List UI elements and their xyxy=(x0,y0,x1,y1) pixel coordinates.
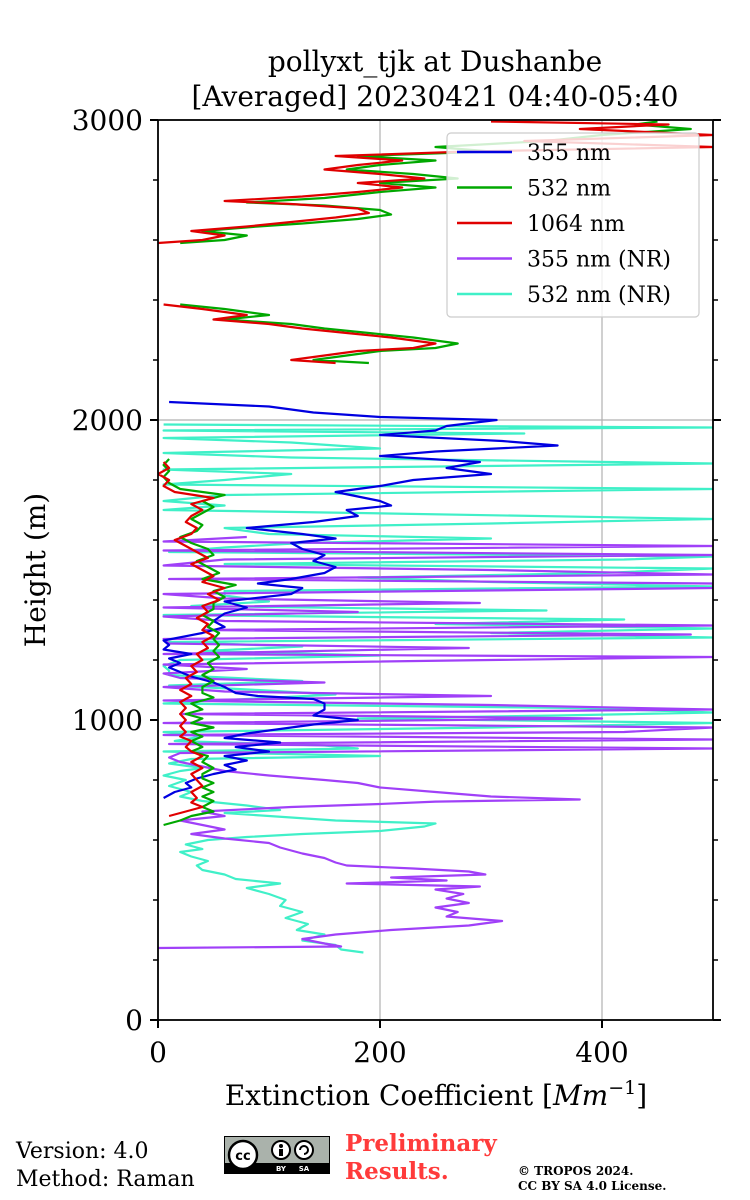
legend: 355 nm 532 nm 1064 nm 355 nm (NR) 532 nm (NR… xyxy=(446,132,700,318)
x-axis-label-text: Extinction Coefficient [ xyxy=(225,1079,553,1112)
x-axis-label-close: ] xyxy=(636,1079,647,1112)
y-axis-label: Height (m) xyxy=(19,493,52,647)
svg-text:BY: BY xyxy=(276,1165,287,1173)
y-tick-label: 2000 xyxy=(72,404,143,437)
version-text: Version: 4.0 xyxy=(16,1139,149,1164)
cc-icon xyxy=(227,1139,259,1171)
cc-license-logo: cc BY SA xyxy=(224,1136,330,1174)
x-axis-label-unit: Mm xyxy=(552,1079,608,1112)
copyright-line2: CC BY SA 4.0 License. xyxy=(518,1179,667,1193)
svg-text:SA: SA xyxy=(299,1165,310,1173)
y-tick-label: 0 xyxy=(125,1004,143,1037)
prelim-line2: Results. xyxy=(345,1158,449,1185)
x-tick-label: 200 xyxy=(353,1036,406,1069)
series-line-532-nm-nr xyxy=(162,423,713,954)
prelim-line1: Preliminary xyxy=(345,1130,497,1157)
preliminary-results-notice: Preliminary Results. xyxy=(345,1130,497,1186)
x-tick-label: 0 xyxy=(149,1036,167,1069)
x-tick-labels: 0 200 400 xyxy=(149,1036,629,1069)
legend-label: 532 nm (NR) xyxy=(527,283,671,308)
y-tick-label: 3000 xyxy=(72,104,143,137)
sa-share-alike-icon xyxy=(294,1140,314,1160)
legend-label: 1064 nm xyxy=(527,212,625,237)
x-tick-label: 400 xyxy=(575,1036,628,1069)
method-text: Method: Raman xyxy=(16,1167,195,1192)
chart-title-line2: [Averaged] 20230421 04:40-05:40 xyxy=(192,80,679,113)
legend-label: 532 nm xyxy=(527,177,611,202)
svg-text:cc: cc xyxy=(235,1149,250,1164)
y-tick-labels: 0 1000 2000 3000 xyxy=(72,104,143,1037)
footer-info: Version: 4.0 Method: Raman xyxy=(16,1138,195,1194)
axis-ticks xyxy=(150,119,721,1028)
x-axis-label-exponent: −1 xyxy=(608,1077,636,1099)
copyright-notice: © TROPOS 2024. CC BY SA 4.0 License. xyxy=(518,1164,666,1194)
copyright-line1: © TROPOS 2024. xyxy=(518,1164,634,1178)
plot-frame xyxy=(157,119,714,1021)
chart-title-line1: pollyxt_tjk at Dushanbe xyxy=(268,45,602,78)
legend-label: 355 nm xyxy=(527,141,611,166)
legend-label: 355 nm (NR) xyxy=(527,248,671,273)
series-line-355-nm-nr xyxy=(158,535,713,950)
x-axis-label: Extinction Coefficient [Mm−1] xyxy=(225,1077,647,1112)
series-line-355-nm xyxy=(162,400,559,799)
legend-box xyxy=(446,132,700,318)
y-tick-label: 1000 xyxy=(72,704,143,737)
series-layer xyxy=(158,120,713,954)
